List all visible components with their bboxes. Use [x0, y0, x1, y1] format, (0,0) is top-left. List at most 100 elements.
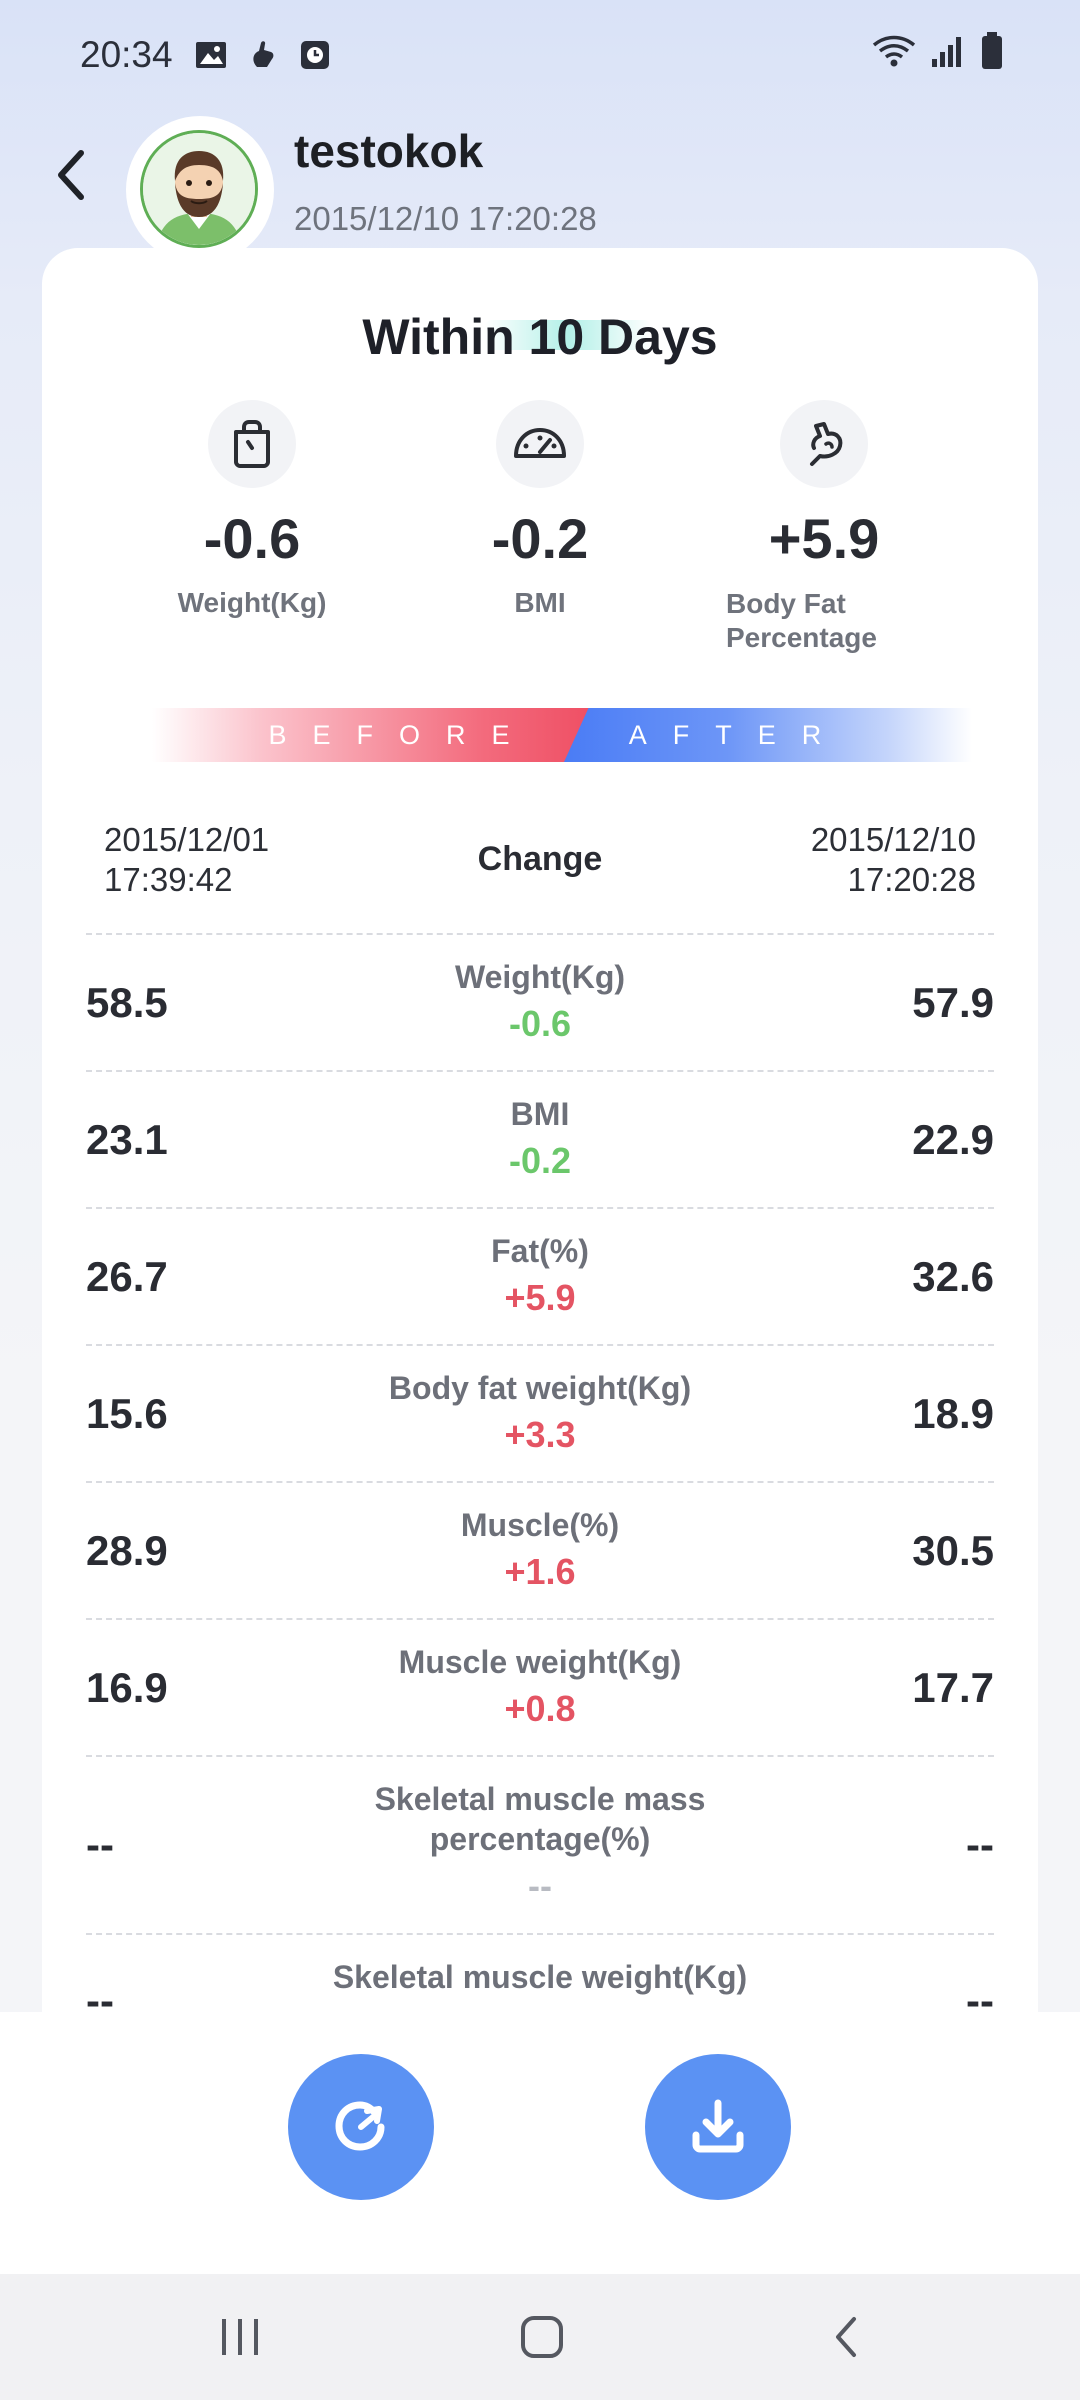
- after-value: 57.9: [912, 978, 994, 1026]
- after-value: 30.5: [912, 1526, 994, 1574]
- after-time: 17:20:28: [847, 861, 976, 898]
- metric-cell: Weight(Kg) -0.6: [286, 957, 794, 1047]
- before-value: --: [86, 1821, 114, 1868]
- home-button[interactable]: [502, 2300, 582, 2374]
- metric-name: BMI: [510, 1096, 570, 1132]
- before-value: 28.9: [86, 1526, 168, 1574]
- table-row: 16.9 Muscle weight(Kg) +0.8 17.7: [86, 1618, 994, 1755]
- gauge-icon: [496, 400, 584, 488]
- metric-delta: +3.3: [504, 1414, 576, 1455]
- summary-row: -0.6 Weight(Kg) -0.2 BMI +5.9 Body Fat P…: [42, 400, 1038, 660]
- chevron-left-icon: [58, 150, 84, 200]
- change-heading: Change: [477, 840, 603, 878]
- before-value: 23.1: [86, 1115, 168, 1163]
- share-rotate-icon: [335, 2101, 385, 2151]
- after-date: 2015/12/10: [810, 821, 976, 858]
- compare-header: 2015/12/01 17:39:42 Change 2015/12/10 17…: [42, 820, 1038, 920]
- after-value: 22.9: [912, 1115, 994, 1163]
- after-value: 17.7: [912, 1663, 994, 1711]
- title-highlight: [484, 320, 652, 350]
- back-icon: [836, 2317, 856, 2357]
- before-value: 58.5: [86, 978, 168, 1026]
- recent-apps-button[interactable]: [200, 2300, 280, 2374]
- metric-name: Muscle weight(Kg): [398, 1644, 682, 1680]
- before-value: 26.7: [86, 1252, 168, 1300]
- after-datetime: 2015/12/10 17:20:28: [811, 820, 976, 900]
- user-name: testokok: [294, 125, 484, 177]
- home-icon: [521, 2316, 563, 2358]
- summary-value: -0.2: [491, 507, 589, 570]
- status-right-icons: [872, 31, 1004, 79]
- before-time: 17:39:42: [104, 861, 233, 898]
- metric-name: Fat(%): [491, 1233, 589, 1269]
- metric-name: Skeletal muscle mass percentage(%): [374, 1781, 706, 1857]
- metric-delta: +5.9: [504, 1277, 576, 1318]
- status-time: 20:34: [80, 34, 173, 75]
- image-icon: [193, 37, 229, 73]
- metric-cell: BMI -0.2: [286, 1094, 794, 1184]
- before-after-banner: BEFORE AFTER: [152, 708, 972, 762]
- summary-label: Weight(Kg): [177, 587, 327, 618]
- before-value: 16.9: [86, 1663, 168, 1711]
- summary-weight: -0.6 Weight(Kg): [102, 400, 402, 619]
- metric-cell: Fat(%) +5.9: [286, 1231, 794, 1321]
- table-row: 23.1 BMI -0.2 22.9: [86, 1070, 994, 1207]
- share-button[interactable]: [288, 2054, 434, 2200]
- metric-cell: Muscle weight(Kg) +0.8: [286, 1642, 794, 1732]
- bearded-man-avatar-icon: [143, 133, 255, 245]
- system-nav-bar: [0, 2274, 1080, 2400]
- clock-app-icon: [297, 37, 333, 73]
- system-back-button[interactable]: [806, 2300, 886, 2374]
- comparison-card: Within 10 Days -0.6 Weight(Kg) -0.2 BMI: [42, 248, 1038, 2048]
- metric-name: Weight(Kg): [454, 959, 626, 995]
- comparison-list: 58.5 Weight(Kg) -0.6 57.9 23.1 BMI -0.2 …: [86, 933, 994, 2048]
- after-value: 18.9: [912, 1389, 994, 1437]
- after-value: 32.6: [912, 1252, 994, 1300]
- metric-cell: Body fat weight(Kg) +3.3: [286, 1368, 794, 1458]
- summary-label: Body Fat Percentage: [726, 588, 877, 653]
- before-label: BEFORE: [152, 708, 592, 762]
- before-date: 2015/12/01: [104, 821, 270, 858]
- card-title: Within 10 Days: [42, 308, 1038, 366]
- table-row: 28.9 Muscle(%) +1.6 30.5: [86, 1481, 994, 1618]
- summary-bmi: -0.2 BMI: [390, 400, 690, 619]
- summary-label: BMI: [514, 587, 566, 618]
- metric-name: Body fat weight(Kg): [388, 1370, 692, 1406]
- table-row: -- Skeletal muscle mass percentage(%) --…: [86, 1755, 994, 1933]
- hand-icon: [245, 37, 281, 73]
- metric-delta: +0.8: [504, 1688, 576, 1729]
- metric-cell: Skeletal muscle mass percentage(%) --: [286, 1779, 794, 1909]
- metric-delta: +1.6: [504, 1551, 576, 1592]
- report-timestamp: 2015/12/10 17:20:28: [294, 200, 597, 237]
- card-title-text: Within 10 Days: [362, 309, 718, 365]
- signal-icon: [930, 33, 966, 78]
- status-bar: 20:34: [0, 0, 1080, 110]
- download-button[interactable]: [645, 2054, 791, 2200]
- recent-apps-icon: [222, 2319, 258, 2355]
- weight-scale-icon: [208, 400, 296, 488]
- action-bar: [0, 2012, 1080, 2274]
- download-icon: [692, 2099, 744, 2153]
- before-value: 15.6: [86, 1389, 168, 1437]
- metric-name: Skeletal muscle weight(Kg): [332, 1959, 748, 1995]
- table-row: 15.6 Body fat weight(Kg) +3.3 18.9: [86, 1344, 994, 1481]
- avatar[interactable]: [140, 130, 258, 248]
- flexed-arm-icon: [780, 400, 868, 488]
- metric-delta: -0.2: [508, 1140, 572, 1181]
- summary-value: -0.6: [203, 507, 301, 570]
- battery-icon: [980, 31, 1004, 79]
- before-datetime: 2015/12/01 17:39:42: [104, 820, 269, 900]
- metric-delta: --: [528, 1865, 552, 1906]
- summary-body-fat: +5.9 Body Fat Percentage: [674, 400, 974, 655]
- back-button[interactable]: [36, 140, 106, 210]
- table-row: 26.7 Fat(%) +5.9 32.6: [86, 1207, 994, 1344]
- after-value: --: [966, 1821, 994, 1868]
- metric-cell: Skeletal muscle weight(Kg): [286, 1957, 794, 2001]
- table-row: 58.5 Weight(Kg) -0.6 57.9: [86, 933, 994, 1070]
- metric-delta: -0.6: [508, 1003, 572, 1044]
- wifi-icon: [872, 33, 916, 78]
- metric-name: Muscle(%): [460, 1507, 620, 1543]
- metric-cell: Muscle(%) +1.6: [286, 1505, 794, 1595]
- summary-value: +5.9: [768, 507, 880, 570]
